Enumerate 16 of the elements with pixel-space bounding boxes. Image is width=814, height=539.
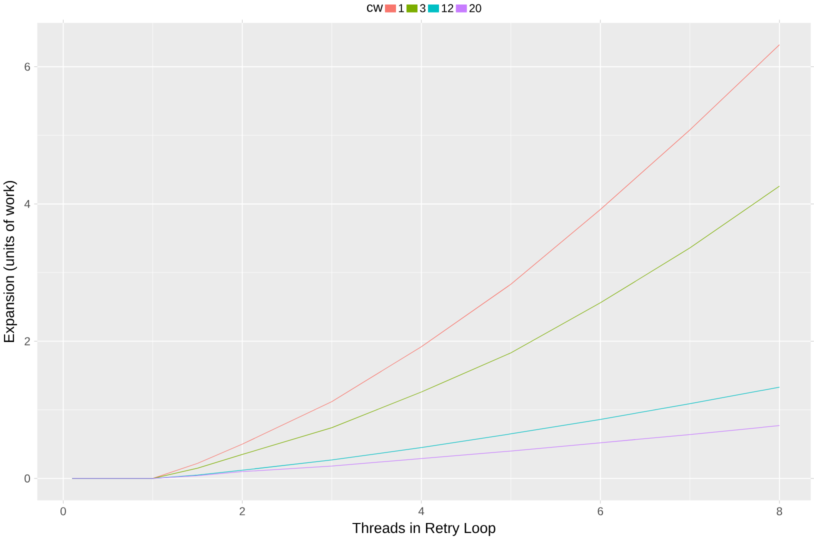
legend-label: 12 xyxy=(442,4,454,12)
legend-label: 20 xyxy=(470,4,482,12)
x-tick-label: 4 xyxy=(418,507,424,515)
x-tick-label: 8 xyxy=(776,507,782,516)
y-tick-label: 2 xyxy=(24,337,30,345)
x-tick-label: 0 xyxy=(60,507,66,516)
x-tick-label: 6 xyxy=(598,507,604,516)
y-tick-label: 4 xyxy=(24,200,30,208)
y-tick-label: 6 xyxy=(24,62,30,71)
legend-title: cw xyxy=(366,4,383,12)
y-axis-title: Expansion (units of work) xyxy=(3,180,18,342)
legend-label: 1 xyxy=(398,4,404,12)
y-tick-label: 0 xyxy=(24,474,30,482)
x-axis-title: Threads in Retry Loop xyxy=(352,522,496,536)
legend-label: 3 xyxy=(420,4,426,12)
x-tick-label: 2 xyxy=(240,507,245,515)
